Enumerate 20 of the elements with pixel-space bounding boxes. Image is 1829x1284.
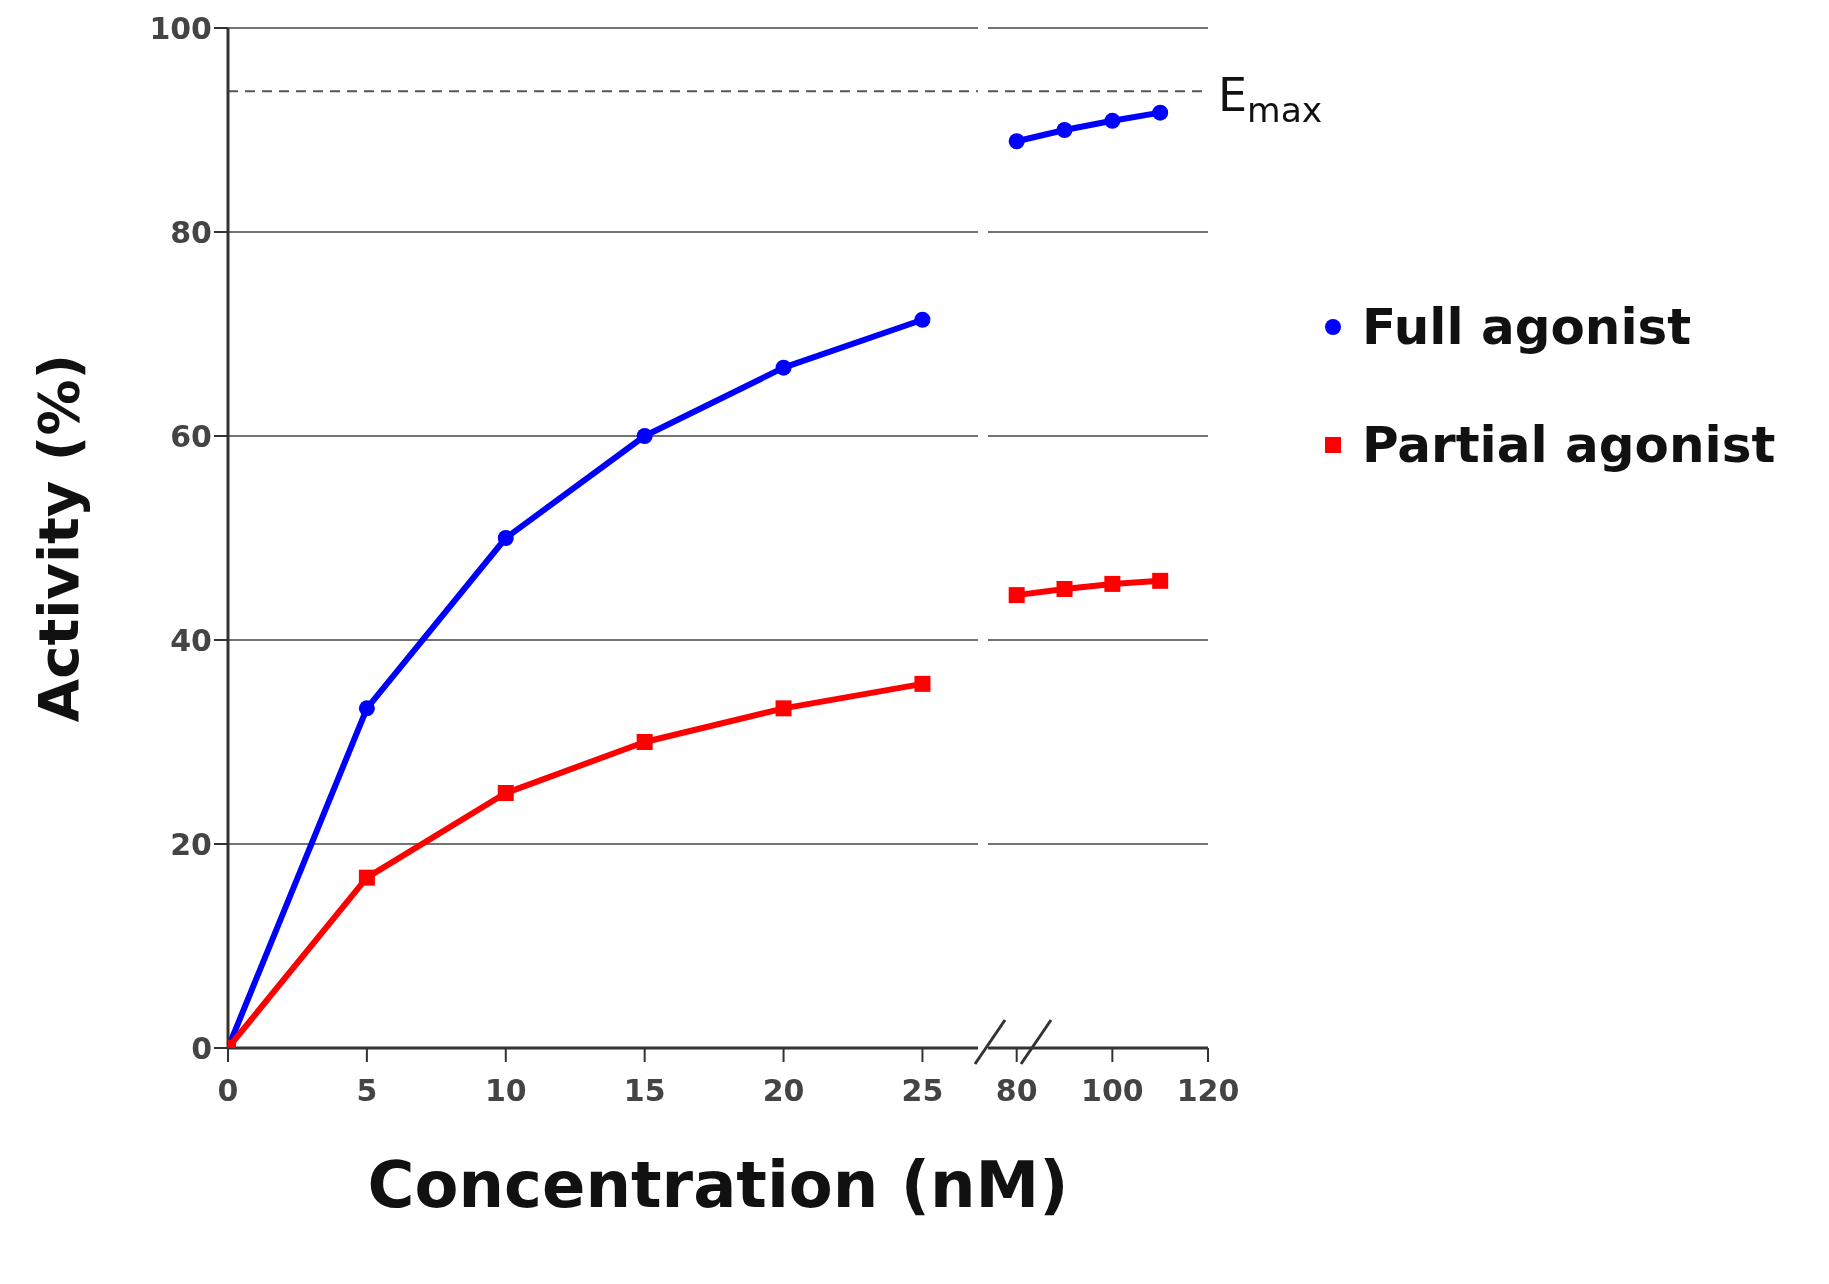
x-tick-label: 15 <box>623 1073 666 1109</box>
x-axis-title: Concentration (nM) <box>366 1148 1070 1222</box>
legend-label: Full agonist <box>1362 298 1692 356</box>
y-tick-label: 60 <box>170 418 212 454</box>
x-tick-label: 10 <box>484 1073 527 1109</box>
y-tick-label: 20 <box>170 826 212 862</box>
x-tick-label: 80 <box>995 1073 1038 1109</box>
x-tick-label: 5 <box>356 1073 378 1109</box>
legend-label: Partial agonist <box>1362 416 1776 474</box>
x-tick-label: 100 <box>1081 1073 1144 1109</box>
x-tick-label: 25 <box>901 1073 944 1109</box>
x-tick-label: 0 <box>217 1073 239 1109</box>
y-tick-label: 0 <box>191 1030 212 1066</box>
x-tick-label: 120 <box>1176 1073 1240 1109</box>
y-tick-label: 100 <box>149 10 212 46</box>
y-tick-label: 80 <box>170 214 212 250</box>
y-axis-title: Activity (%) <box>25 353 91 723</box>
y-tick-label: 40 <box>170 622 212 658</box>
x-tick-label: 20 <box>762 1073 805 1109</box>
ref-line-label: E$_{max}$ <box>1218 68 1323 130</box>
